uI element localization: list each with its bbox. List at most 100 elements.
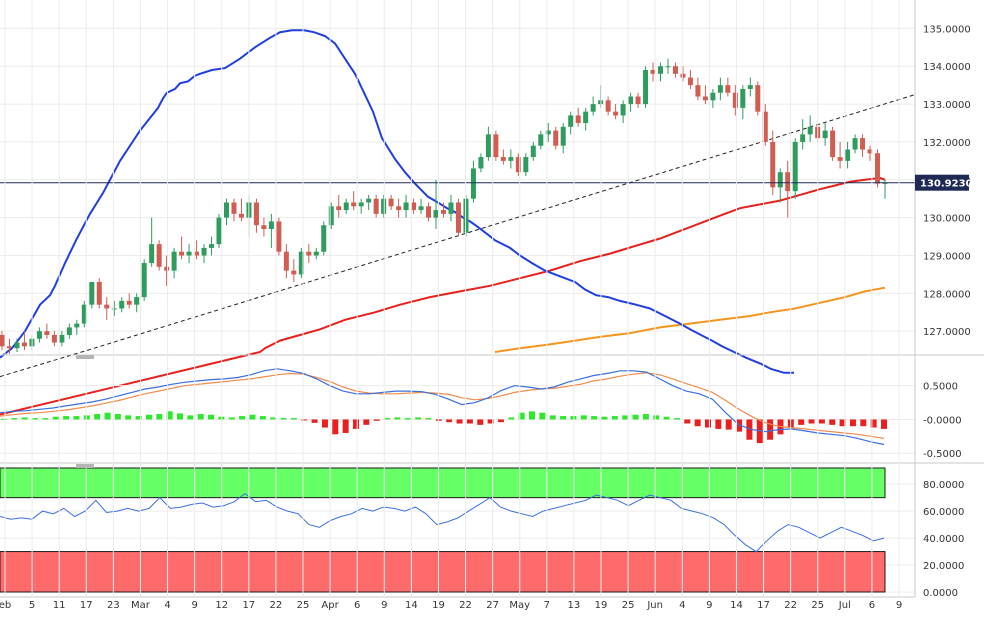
candle-body — [605, 100, 611, 112]
candle-body — [336, 206, 342, 211]
macd-histogram-bar — [21, 417, 28, 420]
candle-body — [717, 85, 723, 93]
candle-body — [321, 225, 327, 252]
candle-body — [14, 342, 20, 349]
macd-histogram-bar — [42, 418, 49, 420]
x-tick-label: 22 — [270, 600, 283, 611]
rsi-oversold-band — [0, 551, 886, 593]
x-tick-label: 14 — [405, 600, 418, 611]
macd-histogram-bar — [715, 419, 722, 429]
macd-histogram-bar — [798, 419, 805, 425]
rsi-overbought-band — [0, 467, 886, 499]
macd-histogram-bar — [746, 419, 753, 440]
macd-histogram-bar — [560, 416, 567, 420]
macd-histogram-bar — [601, 416, 608, 420]
x-tick-label: May — [509, 600, 530, 611]
candle-body — [209, 244, 215, 248]
candle-body — [89, 281, 95, 305]
macd-histogram-bar — [321, 419, 328, 428]
current-price-badge — [915, 174, 969, 191]
macd-histogram-bar — [446, 419, 453, 423]
candle-body — [560, 126, 566, 146]
candle-body — [276, 221, 282, 252]
candle-body — [867, 149, 873, 154]
x-tick-label: 25 — [622, 600, 635, 611]
macd-histogram-bar — [508, 417, 515, 420]
candle-body — [156, 244, 162, 267]
candle-body — [568, 115, 574, 127]
candle-body — [268, 221, 274, 229]
macd-histogram-bar — [208, 414, 215, 420]
candle-body — [291, 270, 297, 275]
candle-body — [860, 138, 866, 150]
current-price-label: 130.9230 — [920, 179, 973, 190]
x-tick-label: 19 — [595, 600, 608, 611]
macd-histogram-bar — [32, 418, 39, 420]
x-tick-label: 25 — [811, 600, 824, 611]
candle-body — [81, 304, 87, 324]
candle-body — [433, 210, 439, 218]
macd-histogram-bar — [684, 419, 691, 424]
macd-histogram-bar — [373, 419, 380, 421]
candle-body — [418, 206, 424, 211]
candle-body — [223, 202, 229, 218]
candle-body — [530, 145, 536, 158]
macd-histogram-bar — [104, 412, 111, 420]
macd-histogram-bar — [290, 418, 297, 420]
x-tick-label: Mar — [131, 600, 151, 611]
candle-body — [74, 323, 80, 328]
y-tick-label: 130.0000 — [923, 214, 971, 225]
macd-histogram-bar — [611, 416, 618, 420]
macd-histogram-bar — [663, 416, 670, 420]
candle-body — [672, 66, 678, 74]
candle-body — [583, 111, 589, 124]
macd-histogram-bar — [860, 419, 867, 427]
candle-body — [500, 157, 506, 161]
macd-histogram-bar — [239, 416, 246, 420]
y-tick-label: 60.0000 — [923, 507, 964, 518]
y-tick-label: 0.0000 — [923, 588, 958, 599]
y-tick-label: 133.0000 — [923, 100, 971, 111]
candle-body — [403, 202, 409, 211]
sma-red-line — [0, 176, 886, 416]
x-tick-label: 17 — [242, 600, 255, 611]
x-tick-label: 14 — [730, 600, 743, 611]
candle-body — [149, 244, 155, 264]
candle-body — [328, 206, 334, 226]
candle-body — [470, 168, 476, 199]
sma-blue-line — [0, 29, 794, 374]
macd-histogram-bar — [767, 419, 774, 440]
x-tick-label: 5 — [29, 600, 35, 611]
candle-body — [680, 73, 686, 78]
rsi-panel[interactable] — [0, 467, 915, 593]
candle-body — [687, 77, 693, 86]
candle-body — [777, 172, 783, 188]
candle-body — [21, 342, 27, 347]
macd-histogram-bar — [466, 419, 473, 424]
x-tick-label: 22 — [459, 600, 472, 611]
macd-histogram-bar — [363, 419, 370, 425]
candle-body — [523, 157, 529, 173]
candle-body — [171, 251, 177, 271]
x-tick-label: eb — [0, 600, 11, 611]
candle-body — [882, 182, 888, 184]
candle-body — [515, 157, 521, 173]
x-tick-label: 9 — [381, 600, 387, 611]
macd-histogram-bar — [1, 418, 7, 420]
candle-body — [448, 202, 454, 214]
y-tick-label: 0.5000 — [923, 382, 958, 393]
macd-histogram-bar — [259, 416, 266, 420]
y-tick-label: -0.0000 — [923, 415, 962, 426]
x-tick-label: 9 — [896, 600, 902, 611]
macd-histogram-bar — [228, 417, 235, 420]
macd-histogram-bar — [404, 418, 411, 420]
y-tick-label: 134.0000 — [923, 62, 971, 73]
x-tick-label: 13 — [568, 600, 581, 611]
candle-body — [478, 157, 484, 169]
candle-body — [126, 300, 132, 305]
macd-histogram-bar — [653, 415, 660, 420]
x-tick-label: 4 — [679, 600, 685, 611]
x-tick-label: Jul — [838, 600, 851, 611]
price-panel[interactable] — [0, 27, 916, 416]
y-tick-label: 20.0000 — [923, 561, 964, 572]
